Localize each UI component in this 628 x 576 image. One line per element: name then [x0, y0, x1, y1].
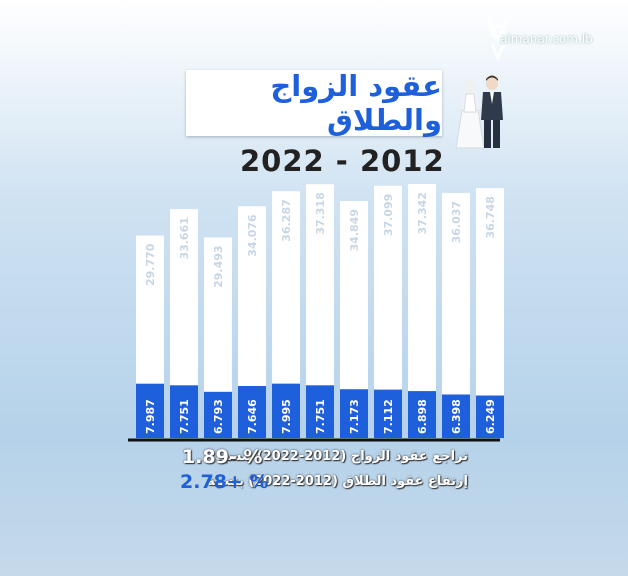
- page-title: عقود الزواج والطلاق: [270, 69, 442, 137]
- divorce-label-2017: 7.751: [314, 399, 327, 434]
- divorce-bar-2018: [340, 389, 368, 438]
- stat-value-0: 1.89- %: [182, 446, 263, 468]
- divorce-label-2014: 6.793: [212, 399, 225, 434]
- divorce-bar-2022: [476, 395, 504, 438]
- divorce-bar-2017: [306, 385, 334, 438]
- divorce-bar-2013: [170, 385, 198, 438]
- marriage-label-2012: 29.770: [144, 243, 157, 286]
- marriage-label-2021: 36.037: [450, 201, 463, 243]
- marriage-label-2013: 33.661: [178, 217, 191, 259]
- divorce-bar-2019: [374, 389, 402, 438]
- marriage-label-2020: 37.342: [416, 192, 429, 234]
- stat-value-1: 2.78+ %: [180, 471, 269, 493]
- divorce-bar-2016: [272, 383, 300, 438]
- marriage-label-2019: 37.099: [382, 194, 395, 236]
- divorce-label-2013: 7.751: [178, 399, 191, 434]
- marriage-label-2014: 29.493: [212, 245, 225, 287]
- divorce-label-2018: 7.173: [348, 399, 361, 434]
- divorce-label-2022: 6.249: [484, 399, 497, 434]
- stat-description-1: إرتفاع عقود الطلاق (2012-2022) بنسبة: [207, 474, 468, 489]
- divorce-label-2021: 6.398: [450, 399, 463, 434]
- title-box: عقود الزواج والطلاق: [186, 69, 442, 137]
- divorce-bar-2020: [408, 391, 436, 438]
- divorce-label-2015: 7.646: [246, 399, 259, 434]
- divorce-label-2020: 6.898: [416, 399, 429, 434]
- divorce-bar-2021: [442, 394, 470, 438]
- divorce-label-2016: 7.995: [280, 399, 293, 434]
- divorce-bar-2014: [204, 391, 232, 438]
- marriage-label-2018: 34.849: [348, 209, 361, 251]
- stat-description-0: تراجع عقود الزواج (2012-2022) بنسبة: [215, 449, 468, 464]
- divorce-bar-2015: [238, 386, 266, 438]
- marriage-label-2022: 36.748: [484, 196, 497, 238]
- marriage-label-2015: 34.076: [246, 214, 259, 257]
- marriage-label-2017: 37.318: [314, 192, 327, 234]
- divorce-label-2019: 7.112: [382, 399, 395, 434]
- subtitle: 2022 - 2012: [240, 144, 445, 178]
- divorce-label-2012: 7.987: [144, 399, 157, 434]
- almanar-logo-icon: [470, 10, 620, 70]
- divorce-bar-2012: [136, 383, 164, 438]
- bride-groom-icon: [454, 70, 510, 150]
- watermark-site: almanar.com.lb: [500, 32, 593, 46]
- marriage-label-2016: 36.287: [280, 199, 293, 241]
